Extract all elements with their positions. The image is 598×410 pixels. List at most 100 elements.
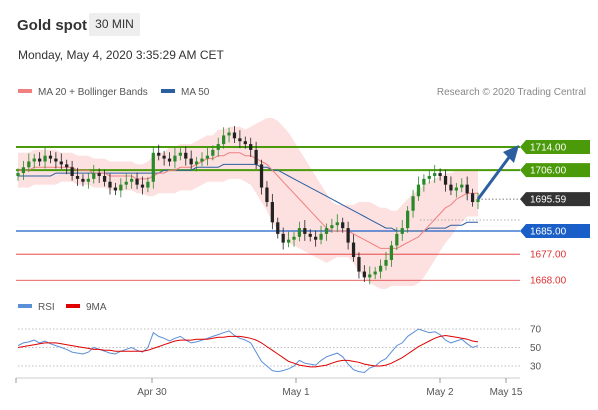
candle-body: [335, 222, 339, 226]
candles: [16, 126, 480, 285]
candle-body: [54, 158, 58, 162]
legend-rsi-ma: 9MA: [66, 302, 107, 313]
last-price-tag-bg: [520, 192, 590, 207]
candle-28: [167, 152, 172, 167]
candle-body: [351, 242, 356, 258]
candle-50: [286, 231, 291, 248]
candle-body: [178, 152, 182, 156]
candle-body: [286, 239, 291, 243]
candle-body: [476, 199, 480, 203]
candle-body: [140, 184, 145, 188]
legend-ma50-label: MA 50: [181, 87, 210, 98]
level-tag-4: 1668.00: [530, 276, 567, 287]
candle-68: [384, 251, 388, 271]
candle-body: [259, 164, 264, 188]
candle-body: [281, 233, 285, 243]
candle-body: [135, 178, 139, 185]
candle-9: [65, 159, 69, 175]
candle-61: [346, 221, 350, 250]
candle-6: [48, 151, 53, 164]
legend-ma50: MA 50: [161, 87, 209, 98]
candle-70: [395, 227, 399, 251]
candle-body: [238, 138, 242, 142]
candle-42: [243, 136, 247, 149]
candle-body: [265, 187, 269, 203]
candle-38: [222, 127, 226, 149]
candle-body: [297, 228, 302, 237]
level-tags: 1714.00 1706.00 1685.00 1677.00 1668.00 1695.…: [520, 140, 590, 287]
candle-body: [167, 158, 172, 162]
candle-body: [216, 144, 220, 150]
candle-body: [465, 184, 469, 194]
candle-body: [443, 175, 448, 185]
candle-body: [460, 184, 464, 188]
candle-body: [124, 181, 128, 185]
level-tag-2-text: 1685.00: [530, 227, 567, 238]
candle-29: [173, 147, 177, 169]
candle-body: [59, 161, 63, 165]
candle-8: [59, 153, 63, 170]
chart-datetime: Monday, May 4, 2020 3:35:29 AM CET: [18, 48, 224, 62]
x-tick-label-3: May 15: [490, 387, 523, 398]
candle-19: [119, 178, 123, 198]
candle-84: [470, 188, 475, 207]
rsi-panel: 70 50 30: [17, 325, 542, 374]
candle-body: [189, 158, 193, 165]
candle-36: [211, 145, 215, 161]
candle-body: [75, 175, 80, 179]
candle-76: [427, 169, 431, 184]
candle-12: [81, 174, 85, 187]
candle-body: [422, 178, 426, 185]
candle-78: [438, 168, 442, 181]
bollinger-band-fill: [18, 118, 478, 289]
candle-body: [146, 181, 150, 188]
candle-34: [200, 152, 204, 167]
x-tick-label-1: May 1: [282, 387, 310, 398]
candle-body: [21, 167, 26, 174]
legend-rsi-ma-label: 9MA: [86, 302, 107, 313]
candle-body: [362, 271, 366, 278]
candle-body: [32, 158, 36, 162]
candle-74: [416, 176, 421, 201]
candle-55: [314, 230, 318, 247]
candle-body: [205, 155, 210, 159]
legend-ma50-swatch: [161, 89, 175, 94]
legend-rsi: RSI: [18, 302, 55, 313]
candle-48: [276, 217, 280, 239]
level-tag-3: 1677.00: [530, 250, 567, 261]
candle-80: [449, 176, 453, 196]
candle-body: [378, 265, 383, 272]
candle-body: [319, 233, 323, 240]
candle-11: [75, 167, 80, 186]
bollinger-bands: [18, 118, 478, 289]
level-tag-2-bg: [520, 224, 590, 238]
candle-4: [38, 152, 42, 167]
candle-body: [16, 173, 20, 176]
candle-45: [259, 159, 264, 195]
candle-66: [373, 266, 377, 280]
level-tag-0-text: 1714.00: [530, 143, 567, 154]
candle-body: [314, 236, 318, 240]
candle-body: [406, 210, 410, 229]
timeframe-badge[interactable]: 30 MIN: [89, 13, 140, 36]
candle-body: [81, 178, 85, 182]
candle-79: [443, 169, 448, 192]
candle-35: [205, 147, 210, 166]
candle-60: [341, 217, 345, 233]
candle-body: [292, 236, 296, 240]
candle-body: [389, 245, 394, 260]
candle-56: [319, 225, 323, 245]
candle-body: [454, 187, 458, 191]
candle-32: [189, 150, 193, 170]
legend-rsi-label: RSI: [38, 302, 55, 313]
candle-47: [270, 193, 274, 230]
forecast-arrow-head: [503, 145, 519, 163]
candle-17: [108, 173, 112, 195]
x-tick-label-2: May 2: [426, 387, 454, 398]
candle-31: [184, 146, 188, 166]
candle-41: [238, 130, 242, 149]
candle-85: [476, 192, 480, 209]
candle-body: [222, 135, 226, 145]
candle-body: [400, 228, 404, 234]
candle-83: [465, 176, 469, 201]
